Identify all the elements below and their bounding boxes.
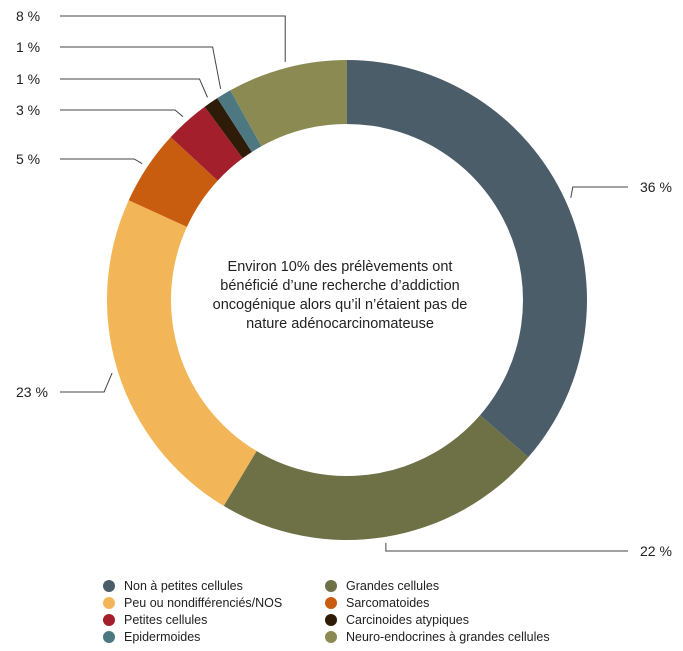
- legend-swatch: [103, 614, 115, 626]
- legend: Non à petites cellules Grandes cellules …: [103, 578, 643, 648]
- center-annotation-line-2: bénéficié d’une recherche d’addiction: [220, 278, 460, 294]
- leader-line: [60, 158, 143, 165]
- percentage-label: 23 %: [16, 384, 48, 400]
- center-annotation: Environ 10% des prélèvements ont bénéfic…: [190, 258, 490, 334]
- percentage-label: 3 %: [16, 102, 40, 118]
- donut-chart: 36 % 22 % 23 % 5 % 3 % 1 % 1 % 8 %: [16, 8, 672, 559]
- percentage-label: 1 %: [16, 39, 40, 55]
- percentage-labels: 36 % 22 % 23 % 5 % 3 % 1 % 1 % 8 %: [16, 8, 672, 559]
- donut-slice: [347, 60, 588, 458]
- legend-label: Sarcomatoides: [346, 596, 430, 610]
- donut-slice: [128, 137, 218, 227]
- legend-swatch: [325, 597, 337, 609]
- legend-label: Neuro-endocrines à grandes cellules: [346, 630, 550, 644]
- percentage-label: 8 %: [16, 8, 40, 24]
- percentage-label: 36 %: [640, 179, 672, 195]
- donut-slice: [170, 106, 243, 181]
- leader-line: [385, 542, 628, 552]
- legend-item-epidermoides: Epidermoides: [103, 629, 200, 645]
- legend-swatch: [103, 580, 115, 592]
- legend-label: Non à petites cellules: [124, 579, 243, 593]
- center-annotation-line-4: nature adénocarcinomateuse: [246, 316, 434, 332]
- legend-swatch: [103, 631, 115, 643]
- legend-item-sarcomatoides: Sarcomatoides: [325, 595, 429, 611]
- legend-item-carcinoides-atypiques: Carcinoides atypiques: [325, 612, 469, 628]
- leader-line: [60, 15, 286, 62]
- leader-lines: [60, 15, 628, 552]
- legend-label: Carcinoides atypiques: [346, 613, 469, 627]
- percentage-label: 22 %: [640, 543, 672, 559]
- legend-label: Epidermoides: [124, 630, 201, 644]
- legend-label: Grandes cellules: [346, 579, 440, 593]
- donut-slice: [204, 98, 252, 159]
- leader-line: [570, 186, 628, 198]
- center-annotation-line-3: oncogénique alors qu’il n’étaient pas de: [212, 297, 468, 313]
- legend-swatch: [325, 631, 337, 643]
- donut-slice: [223, 415, 529, 540]
- legend-label: Peu ou nondifférenciés/NOS: [124, 596, 283, 610]
- donut-slice: [230, 60, 347, 147]
- donut-slice: [106, 200, 257, 506]
- legend-label: Petites cellules: [124, 613, 208, 627]
- legend-swatch: [325, 614, 337, 626]
- legend-item-petites-cellules: Petites cellules: [103, 612, 207, 628]
- legend-item-non-petites-cellules: Non à petites cellules: [103, 578, 243, 594]
- percentage-label: 5 %: [16, 151, 40, 167]
- legend-swatch: [103, 597, 115, 609]
- legend-swatch: [325, 580, 337, 592]
- leader-line: [60, 78, 208, 98]
- legend-item-grandes-cellules: Grandes cellules: [325, 578, 439, 594]
- legend-item-peu-ou-nondifferencies: Peu ou nondifférenciés/NOS: [103, 595, 282, 611]
- leader-line: [60, 46, 222, 90]
- percentage-label: 1 %: [16, 71, 40, 87]
- legend-item-neuro-endocrines: Neuro-endocrines à grandes cellules: [325, 629, 550, 645]
- leader-line: [60, 372, 113, 393]
- center-annotation-line-1: Environ 10% des prélèvements ont: [227, 259, 453, 275]
- donut-slices: [106, 60, 588, 540]
- leader-line: [60, 109, 184, 118]
- donut-slice: [217, 90, 262, 152]
